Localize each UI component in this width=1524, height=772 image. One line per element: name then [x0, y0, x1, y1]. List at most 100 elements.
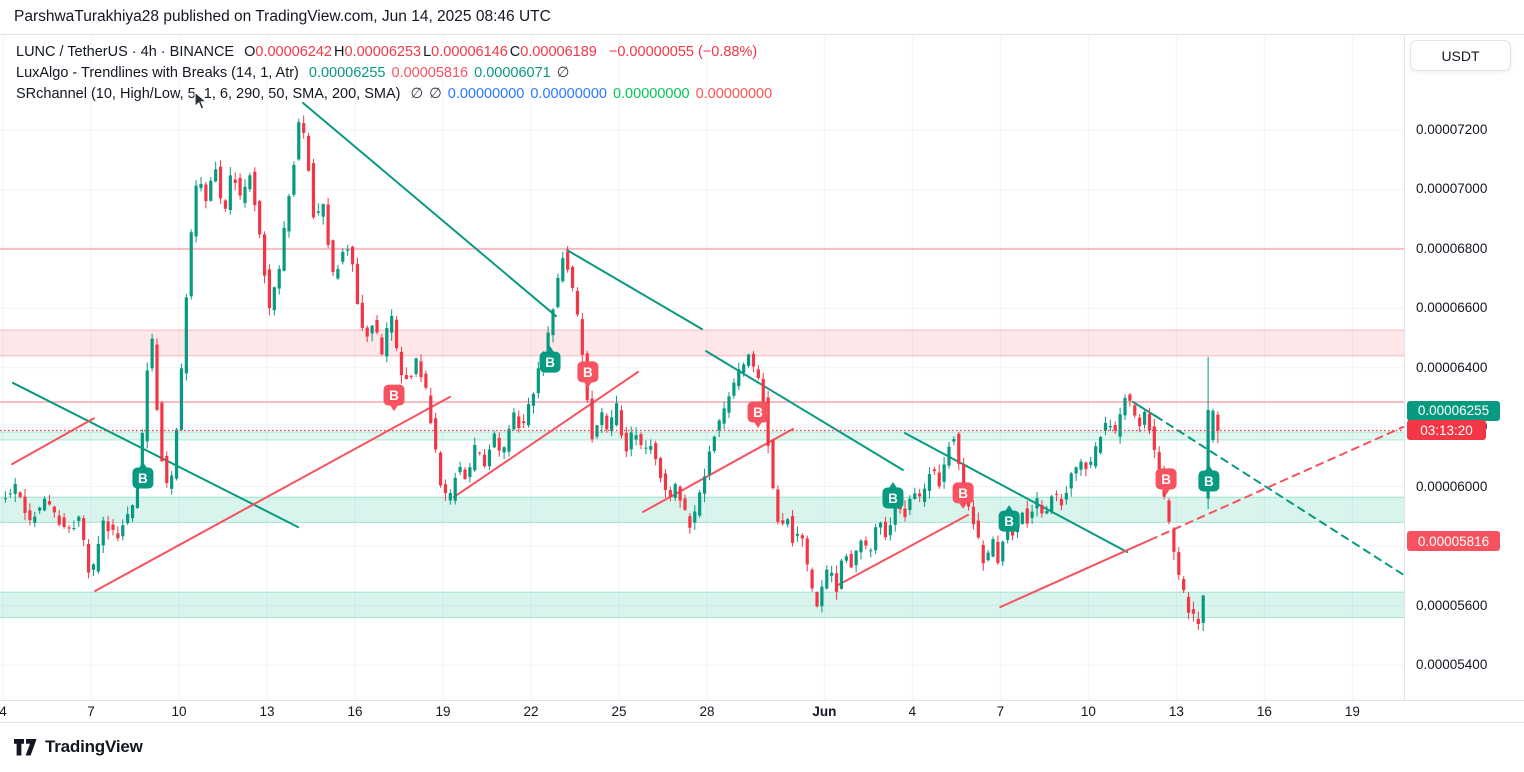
candle — [1094, 446, 1098, 467]
time-axis-label: 10 — [1080, 704, 1096, 719]
descending-trendline[interactable] — [302, 101, 557, 318]
tradingview-logo-text: TradingView — [45, 737, 143, 756]
candle — [1216, 414, 1220, 431]
tradingview-logo[interactable]: TradingView — [14, 737, 143, 757]
ohlc-values: O0.00006242 H0.00006253 L0.00006146 C0.0000… — [244, 44, 599, 60]
time-axis-label: 13 — [1168, 704, 1184, 719]
candle — [365, 327, 369, 337]
break-label-up: B — [132, 462, 154, 489]
candle — [742, 364, 746, 373]
candle — [23, 496, 27, 513]
candle — [434, 418, 438, 450]
price-axis-label: 0.00005400 — [1416, 656, 1488, 672]
candle — [316, 211, 320, 213]
ascending-trendline[interactable] — [452, 370, 640, 499]
candle — [800, 535, 804, 539]
candle — [639, 434, 643, 445]
change-value: −0.00000055 (−0.88%) — [608, 44, 758, 60]
ascending-trendline[interactable] — [1149, 425, 1405, 541]
sr-band-retest-strip — [0, 431, 1404, 441]
footer-bar: TradingView — [0, 722, 1524, 772]
candle — [820, 586, 824, 607]
candle — [1113, 425, 1117, 431]
descending-trendline[interactable] — [705, 350, 904, 472]
candle — [991, 539, 995, 557]
candle — [1050, 496, 1054, 513]
svg-text:B: B — [753, 405, 763, 420]
candle — [57, 515, 61, 525]
candle — [145, 370, 149, 442]
candle — [927, 474, 932, 491]
candlestick-chart[interactable]: B B B B B B B B B B — [0, 36, 1407, 700]
time-axis[interactable]: 4 7 10 13 16 19 22 25 28 Jun 4 7 10 13 16 19 — [0, 700, 1524, 722]
price-axis[interactable]: 0.00007200 0.00007000 0.00006800 0.00006600… — [1404, 36, 1524, 700]
descending-trendline[interactable] — [11, 381, 300, 529]
candle — [1133, 405, 1137, 416]
legend-row-srchannel[interactable]: SRchannel (10, High/Low, 5, 1, 6, 290, 5… — [16, 86, 778, 107]
candle — [1108, 426, 1112, 428]
break-label-down: B — [952, 482, 974, 509]
descending-trendline[interactable] — [566, 249, 704, 331]
ascending-trendline[interactable] — [837, 513, 970, 587]
candle — [1089, 461, 1093, 465]
indicator-value: 0.00006255 — [308, 65, 386, 81]
candle — [214, 169, 218, 182]
candle — [262, 234, 267, 276]
price-axis-label: 0.00005600 — [1416, 597, 1488, 613]
candle — [883, 521, 888, 538]
chart-plot-area[interactable]: B B B B B B B B B B — [0, 36, 1407, 700]
candle — [253, 171, 257, 206]
ascending-trendline[interactable] — [999, 538, 1152, 609]
candle — [375, 319, 379, 333]
candle — [913, 493, 917, 500]
candle — [859, 540, 863, 553]
candle — [1001, 541, 1005, 562]
break-label-up: B — [882, 481, 904, 509]
ohlc-item: L0.00006146 — [423, 44, 508, 60]
svg-text:B: B — [389, 388, 399, 403]
candle — [390, 315, 394, 333]
candle — [1147, 414, 1152, 431]
svg-text:B: B — [958, 486, 968, 501]
candle — [419, 361, 423, 378]
candle — [287, 196, 291, 232]
time-axis-label: 28 — [699, 704, 715, 719]
candle — [62, 517, 66, 528]
candle — [482, 454, 487, 467]
candle — [849, 553, 853, 568]
currency-toggle-button[interactable]: USDT — [1410, 40, 1511, 71]
ascending-trendline[interactable] — [11, 417, 95, 466]
candle — [1054, 493, 1059, 495]
legend-row-luxalgo[interactable]: LuxAlgo - Trendlines with Breaks (14, 1,… — [16, 65, 778, 86]
candle — [976, 520, 980, 538]
candle — [1191, 609, 1196, 614]
descending-trendline[interactable] — [1131, 400, 1157, 418]
candle — [1167, 500, 1171, 522]
candle — [531, 393, 536, 406]
candle — [1030, 511, 1034, 518]
candle — [795, 533, 800, 536]
candle — [179, 368, 184, 430]
candle — [492, 433, 496, 448]
descending-trendline[interactable] — [1154, 415, 1407, 577]
candle — [971, 506, 976, 525]
candle — [756, 369, 760, 378]
ascending-trendline[interactable] — [94, 395, 452, 592]
candle — [957, 433, 961, 464]
price-axis-label: 0.00006600 — [1416, 300, 1488, 316]
svg-text:B: B — [1004, 514, 1014, 529]
legend-row-symbol[interactable]: LUNC / TetherUS · 4h · BINANCE O0.000062… — [16, 44, 778, 65]
candle — [380, 337, 384, 355]
candle — [331, 240, 335, 273]
candle — [947, 446, 951, 466]
candle — [38, 507, 42, 511]
candle — [67, 527, 71, 529]
descending-trendline[interactable] — [903, 432, 1129, 554]
candle — [830, 572, 834, 576]
ohlc-item: C0.00006189 — [509, 44, 597, 60]
price-axis-label: 0.00006000 — [1416, 478, 1488, 494]
candle — [360, 302, 364, 328]
candle — [575, 290, 580, 315]
candle — [1206, 409, 1210, 499]
candle — [478, 452, 482, 454]
